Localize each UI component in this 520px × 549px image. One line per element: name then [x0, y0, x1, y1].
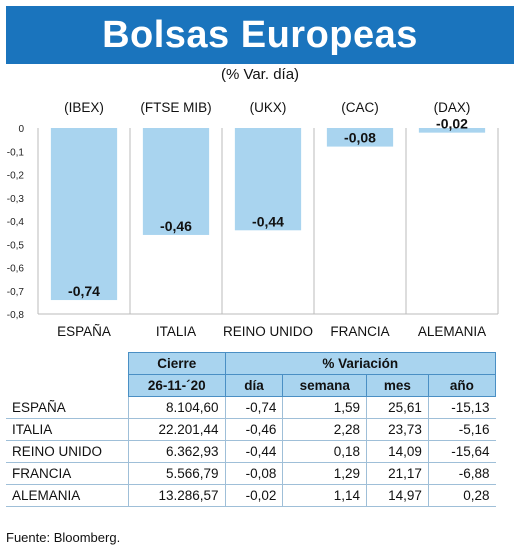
category-label: ALEMANIA [418, 324, 486, 339]
table-row: REINO UNIDO 6.362,93 -0,44 0,18 14,09 -1… [6, 440, 496, 463]
row-dia: -0,44 [225, 440, 284, 463]
row-name: REINO UNIDO [6, 440, 129, 463]
y-tick-label: -0,2 [7, 171, 25, 182]
bar-francia [326, 128, 394, 147]
data-label: -0,46 [160, 218, 192, 234]
row-dia: -0,08 [225, 462, 284, 485]
header-col-dia: día [224, 374, 284, 397]
y-tick-label: -0,6 [7, 264, 25, 275]
category-label: FRANCIA [330, 324, 389, 339]
data-label: -0,08 [344, 130, 376, 146]
row-ano: -15,64 [428, 440, 496, 463]
row-dia: -0,46 [225, 418, 284, 441]
bar-españa [50, 128, 118, 301]
category-label: REINO UNIDO [223, 324, 313, 339]
y-tick-label: -0,7 [7, 287, 25, 298]
row-dia: -0,74 [225, 396, 284, 419]
empty-corner [6, 352, 129, 375]
row-ano: -15,13 [428, 396, 496, 419]
header-variacion: % Variación [224, 352, 497, 375]
row-ano: -5,16 [428, 418, 496, 441]
data-label: -0,74 [68, 283, 100, 299]
y-tick-label: -0,1 [7, 147, 25, 158]
row-mes: 23,73 [366, 418, 429, 441]
bar-italia [142, 128, 210, 235]
row-cierre: 6.362,93 [128, 440, 226, 463]
row-cierre: 13.286,57 [128, 484, 226, 507]
chart-subtitle: (% Var. día) [220, 66, 300, 83]
category-label: ITALIA [156, 324, 196, 339]
source-note: Fuente: Bloomberg. [6, 530, 121, 545]
index-label: (IBEX) [64, 100, 104, 115]
row-mes: 25,61 [366, 396, 429, 419]
page-title: Bolsas Europeas [102, 14, 418, 56]
header-col-semana: semana [282, 374, 368, 397]
data-label: -0,02 [436, 116, 468, 132]
row-mes: 21,17 [366, 462, 429, 485]
header-cierre: Cierre [128, 352, 226, 375]
table-row: ESPAÑA 8.104,60 -0,74 1,59 25,61 -15,13 [6, 396, 496, 419]
row-dia: -0,02 [225, 484, 284, 507]
row-semana: 0,18 [282, 440, 368, 463]
row-name: ITALIA [6, 418, 129, 441]
y-tick-label: -0,4 [7, 217, 25, 228]
y-tick-label: -0,8 [7, 310, 25, 321]
row-semana: 1,14 [282, 484, 368, 507]
header-col-ano: año [427, 374, 497, 397]
y-tick-label: 0 [18, 124, 24, 135]
row-cierre: 22.201,44 [128, 418, 226, 441]
index-label: (FTSE MIB) [140, 100, 211, 115]
y-tick-label: -0,3 [7, 194, 25, 205]
table-row: ALEMANIA 13.286,57 -0,02 1,14 14,97 0,28 [6, 484, 496, 507]
category-label: ESPAÑA [57, 324, 111, 339]
index-label: (UKX) [250, 100, 287, 115]
row-ano: -6,88 [428, 462, 496, 485]
row-cierre: 8.104,60 [128, 396, 226, 419]
table-row: FRANCIA 5.566,79 -0,08 1,29 21,17 -6,88 [6, 462, 496, 485]
bar-chart: 0 -0,1 -0,2 -0,3 -0,4 -0,5 -0,6 -0,7 -0,8 -0,74 (I… [7, 100, 499, 339]
title-banner: Bolsas Europeas [6, 6, 514, 64]
row-name: ALEMANIA [6, 484, 129, 507]
header-col-mes: mes [366, 374, 429, 397]
row-name: FRANCIA [6, 462, 129, 485]
header-date: 26-11-´20 [128, 374, 226, 397]
bar-reino-unido [234, 128, 302, 231]
table-row: ITALIA 22.201,44 -0,46 2,28 23,73 -5,16 [6, 418, 496, 441]
row-name: ESPAÑA [6, 396, 129, 419]
row-mes: 14,97 [366, 484, 429, 507]
row-mes: 14,09 [366, 440, 429, 463]
index-label: (DAX) [434, 100, 471, 115]
data-label: -0,44 [252, 213, 284, 229]
bar-alemania [418, 128, 486, 133]
data-table: Cierre % Variación 26-11-´20 día semana … [6, 352, 497, 507]
row-semana: 2,28 [282, 418, 368, 441]
row-cierre: 5.566,79 [128, 462, 226, 485]
row-semana: 1,59 [282, 396, 368, 419]
empty-corner-2 [6, 374, 129, 397]
y-tick-label: -0,5 [7, 240, 25, 251]
row-semana: 1,29 [282, 462, 368, 485]
index-label: (CAC) [341, 100, 379, 115]
row-ano: 0,28 [428, 484, 496, 507]
